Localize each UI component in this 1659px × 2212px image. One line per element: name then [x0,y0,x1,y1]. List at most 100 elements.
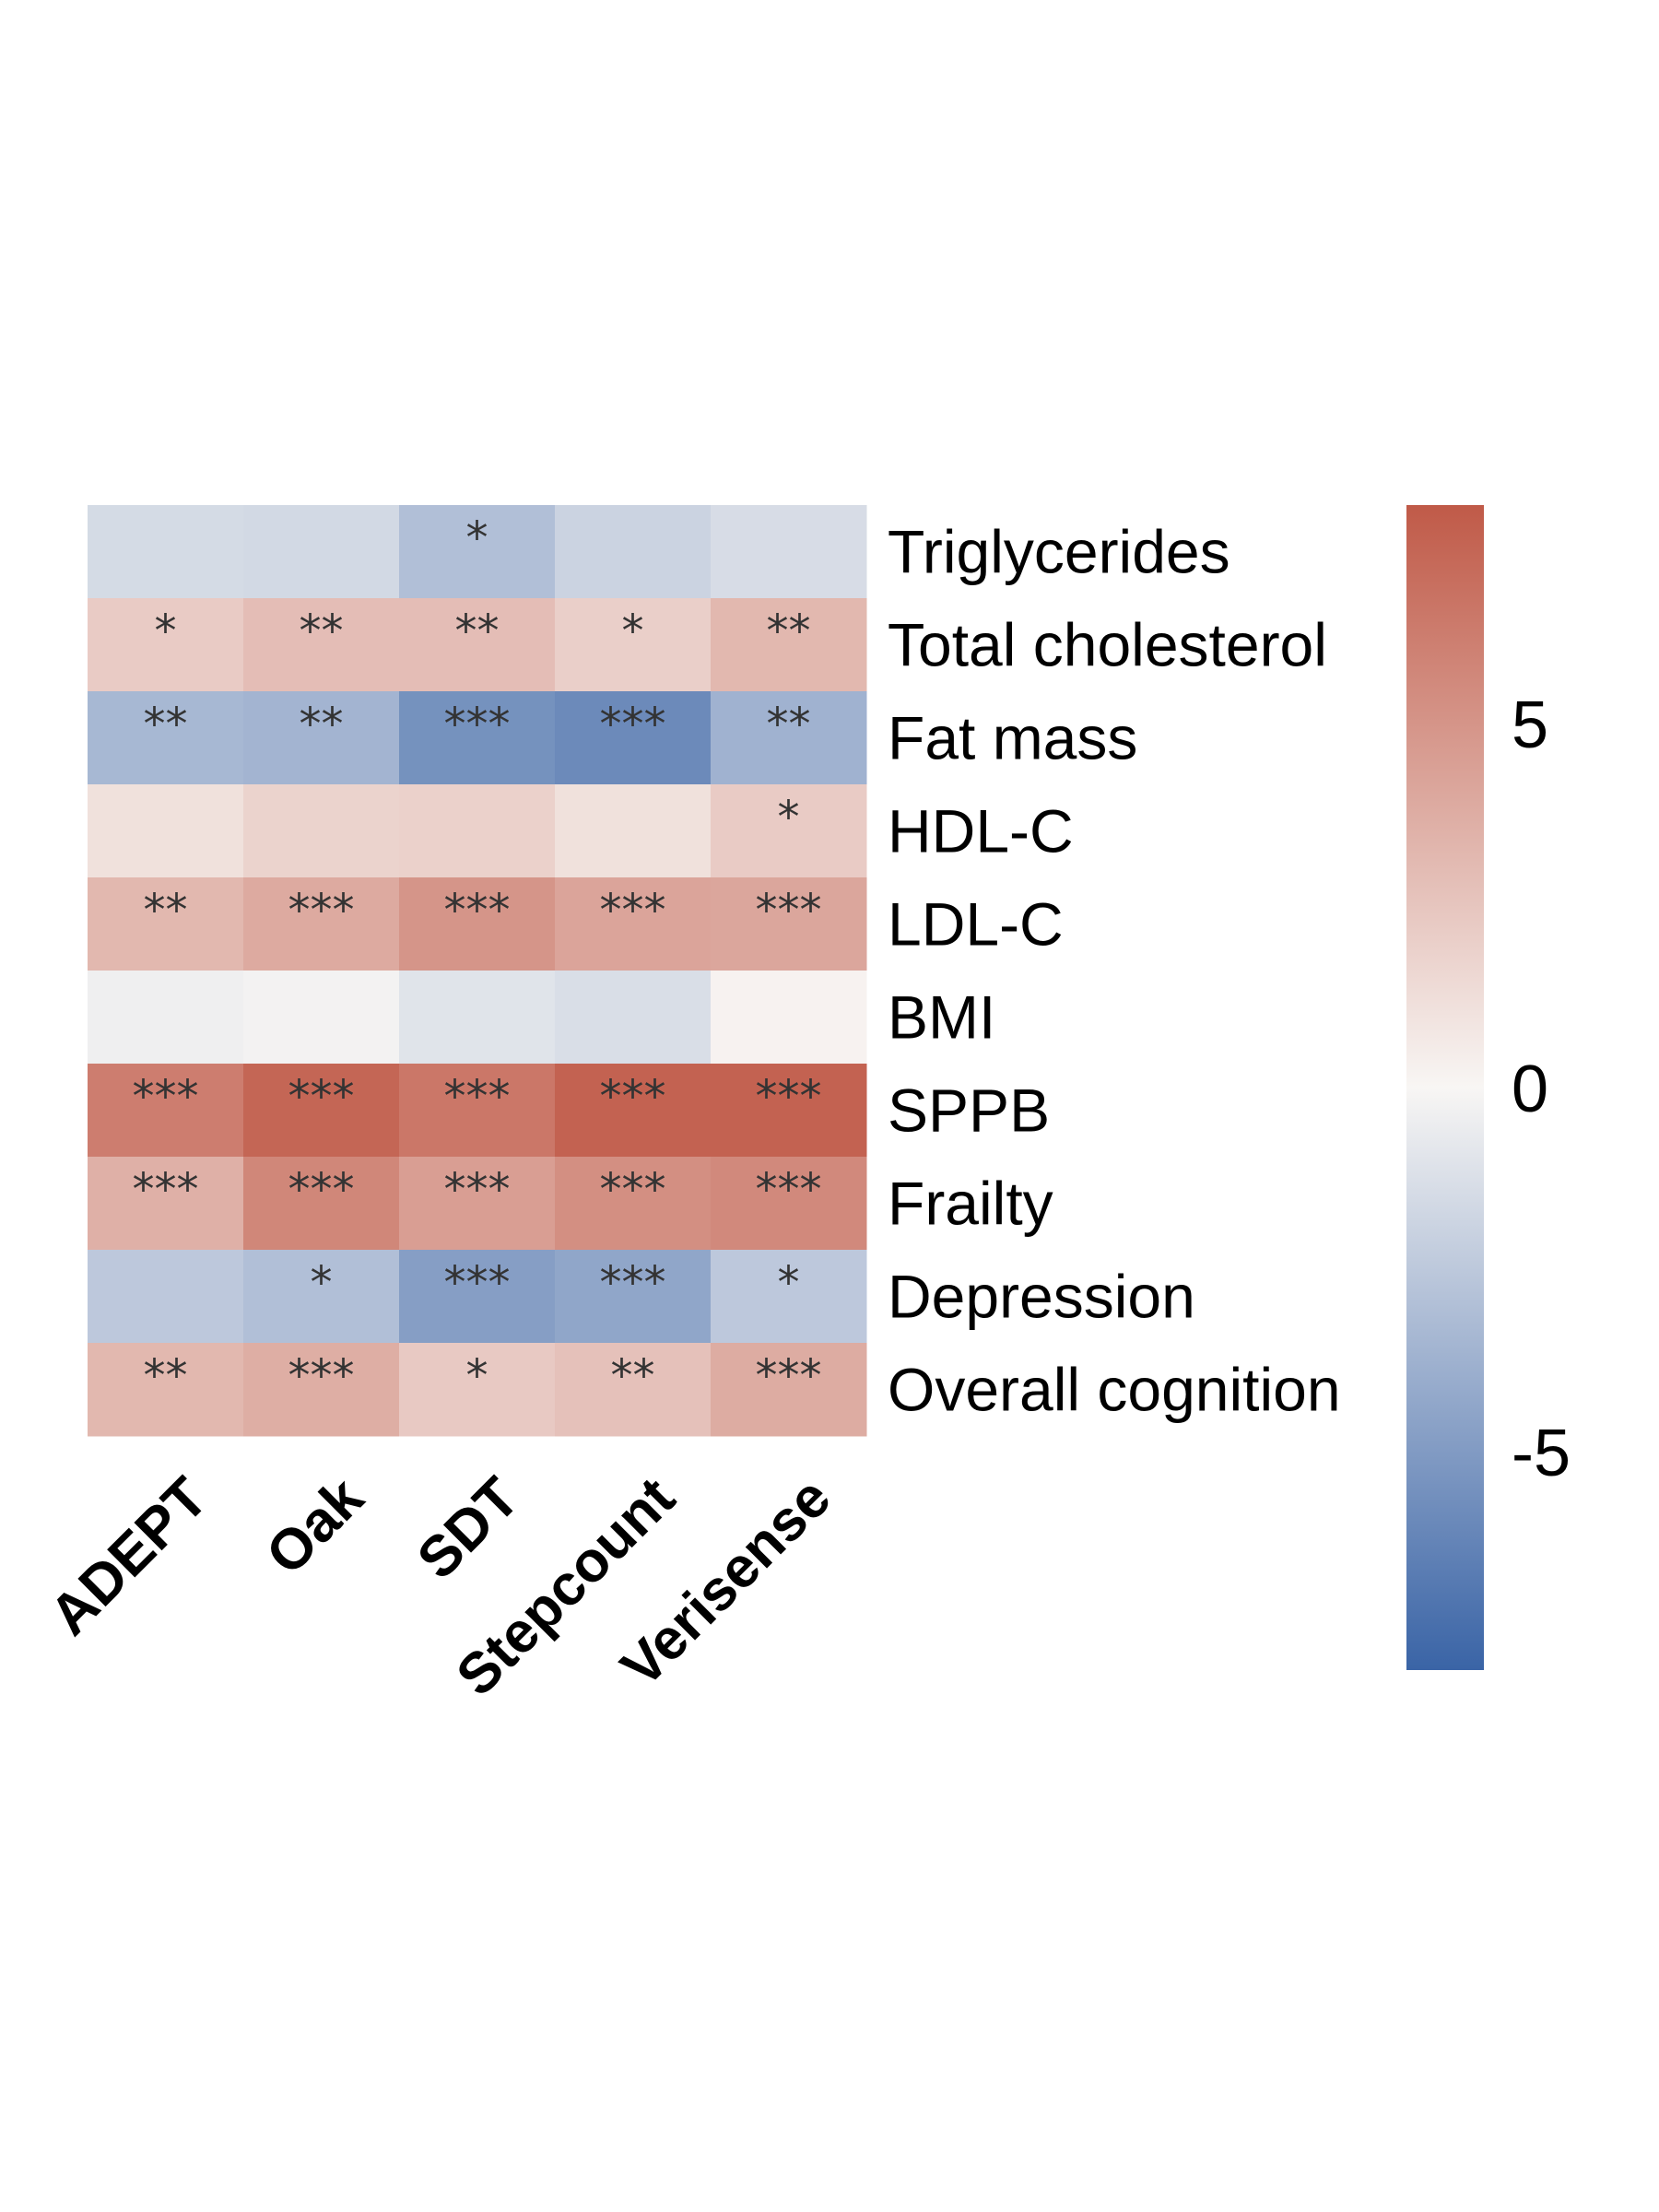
row-label: Frailty [888,1170,1053,1238]
row-label: Fat mass [888,704,1137,772]
heatmap-cell [88,1064,244,1158]
heatmap-cell [399,691,556,785]
heatmap-cell [243,1250,400,1344]
heatmap-cell [399,1250,556,1344]
significance-label: *** [756,1350,822,1402]
significance-label: * [778,1257,800,1309]
heatmap-cell [555,971,712,1065]
heatmap-cell [399,784,556,878]
significance-label: ** [611,1350,655,1402]
significance-label: ** [144,1350,188,1402]
row-label: Total cholesterol [888,611,1327,679]
significance-label: *** [288,1071,355,1123]
significance-label: ** [767,606,811,657]
significance-label: *** [600,1164,666,1216]
heatmap-cell [88,691,244,785]
colorbar-ticks: 5 0 -5 [1512,688,1571,1490]
column-label: Oak [254,1465,376,1587]
heatmap-cell [711,1343,867,1437]
heatmap-cell [555,598,712,692]
significance-label: *** [444,699,511,750]
heatmap-cell [88,505,244,599]
significance-label: * [155,606,177,657]
significance-label: * [311,1257,333,1309]
significance-label: ** [300,606,344,657]
column-label: ADEPT [38,1465,219,1647]
heatmap-cell [711,971,867,1065]
row-label: SPPB [888,1077,1050,1145]
row-label: Depression [888,1263,1195,1331]
significance-label: *** [444,885,511,936]
heatmap-cell [399,877,556,971]
significance-label: * [466,1350,488,1402]
significance-label: * [778,792,800,843]
significance-annotations: ** ** ** * **** ** *** *** ***** *** *** *** ****** *… [133,512,822,1402]
significance-label: *** [288,1164,355,1216]
significance-label: *** [288,885,355,936]
significance-label: *** [133,1164,199,1216]
significance-label: *** [444,1164,511,1216]
colorbar: 5 0 -5 [1406,505,1571,1670]
heatmap-cell [711,877,867,971]
significance-label: ** [455,606,500,657]
significance-label: *** [756,885,822,936]
significance-label: *** [756,1071,822,1123]
heatmap-cell [399,505,556,599]
heatmap-cell [555,877,712,971]
heatmap-cell [88,1343,244,1437]
significance-label: *** [444,1257,511,1309]
heatmap-cell [711,505,867,599]
significance-label: *** [600,885,666,936]
heatmap-cell [399,1064,556,1158]
heatmap-cell [243,1343,400,1437]
heatmap-cell [555,1343,712,1437]
heatmap-cell [88,1250,244,1344]
significance-label: *** [600,1257,666,1309]
significance-label: *** [288,1350,355,1402]
colorbar-tick-label: -5 [1512,1417,1571,1490]
heatmap-cell [243,784,400,878]
heatmap-cell [399,1343,556,1437]
heatmap-cell [243,971,400,1065]
heatmap-cell [399,598,556,692]
significance-label: * [622,606,644,657]
significance-label: ** [144,699,188,750]
significance-label: *** [600,1071,666,1123]
heatmap-cell [88,1157,244,1251]
heatmap-cell [555,691,712,785]
colorbar-tick-label: 5 [1512,688,1548,762]
heatmap-cell [243,598,400,692]
heatmap-cell [555,1157,712,1251]
heatmap-cell [243,877,400,971]
significance-label: * [466,512,488,564]
heatmap-cell [88,971,244,1065]
heatmap-cell [711,598,867,692]
heatmap-cell [399,1157,556,1251]
significance-label: ** [144,885,188,936]
colorbar-tick-label: 0 [1512,1053,1548,1126]
row-label: Triglycerides [888,518,1230,586]
significance-label: *** [133,1071,199,1123]
heatmap-cell [243,691,400,785]
heatmap-cell [555,784,712,878]
heatmap-cell [711,1250,867,1344]
significance-label: ** [300,699,344,750]
heatmap-cell [555,1250,712,1344]
heatmap-cell [555,1064,712,1158]
heatmap-cell [88,598,244,692]
heatmap-cell [555,505,712,599]
significance-label: *** [756,1164,822,1216]
heatmap-cell [88,877,244,971]
significance-label: *** [444,1071,511,1123]
heatmap-cell [711,691,867,785]
row-label: BMI [888,983,995,1052]
heatmap-cell [243,505,400,599]
heatmap-cells [88,505,867,1437]
heatmap-cell [399,971,556,1065]
significance-label: ** [767,699,811,750]
row-label: Overall cognition [888,1356,1341,1424]
heatmap-cell [88,784,244,878]
heatmap-cell [711,1157,867,1251]
